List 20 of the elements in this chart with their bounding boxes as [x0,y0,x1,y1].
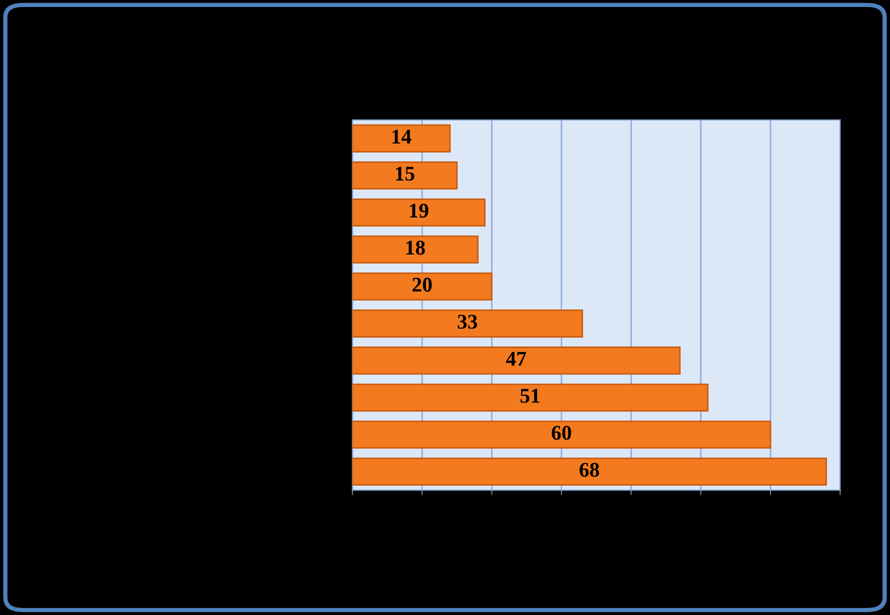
bar [352,272,492,301]
bar [352,346,681,375]
data-label: 14 [392,130,412,144]
data-label: 33 [458,314,478,329]
bar [352,124,451,152]
bar [352,161,458,190]
bar [352,310,584,338]
data-label: 19 [410,204,428,218]
data-label: 20 [412,278,432,292]
bar [352,458,827,486]
data-label: 47 [506,352,526,366]
bar [352,384,708,412]
bar [352,235,479,264]
bar [352,198,486,227]
data-label: 18 [406,240,425,255]
data-label: 68 [580,462,600,477]
data-label: 15 [396,166,414,181]
data-label: 60 [552,426,572,440]
data-label: 51 [520,388,540,403]
bar [352,420,772,449]
